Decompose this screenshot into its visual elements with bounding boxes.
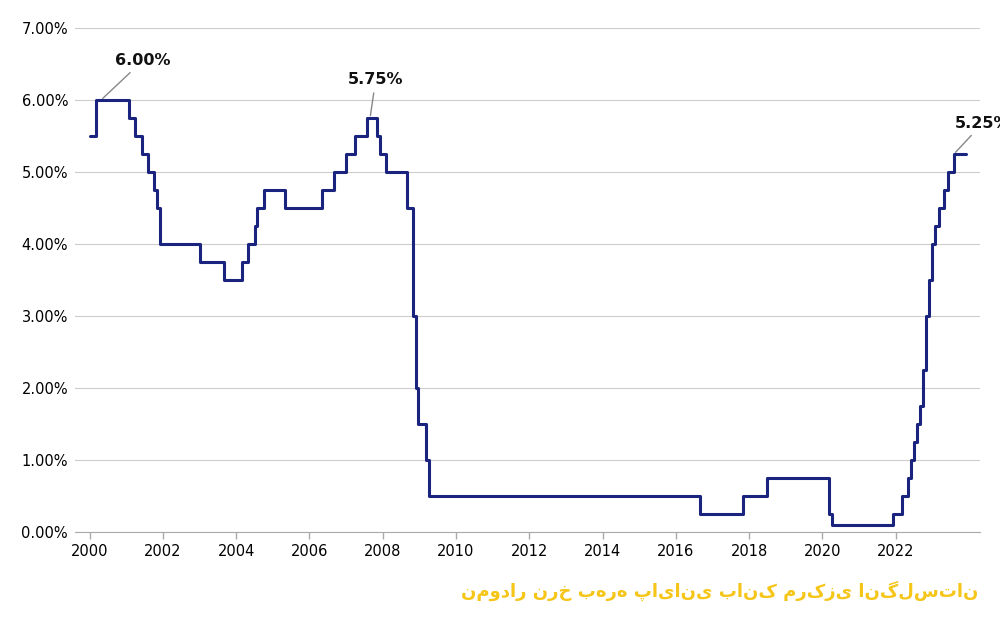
Text: 5.75%: 5.75% [348, 72, 403, 115]
Text: ARON GROUPS BROKER: ARON GROUPS BROKER [22, 581, 280, 600]
Text: نمودار نرخ بهره پایانی بانک مرکزی انگلستان: نمودار نرخ بهره پایانی بانک مرکزی انگلست… [461, 580, 978, 601]
Text: 5.25%: 5.25% [955, 115, 1000, 152]
Text: 6.00%: 6.00% [103, 53, 171, 98]
